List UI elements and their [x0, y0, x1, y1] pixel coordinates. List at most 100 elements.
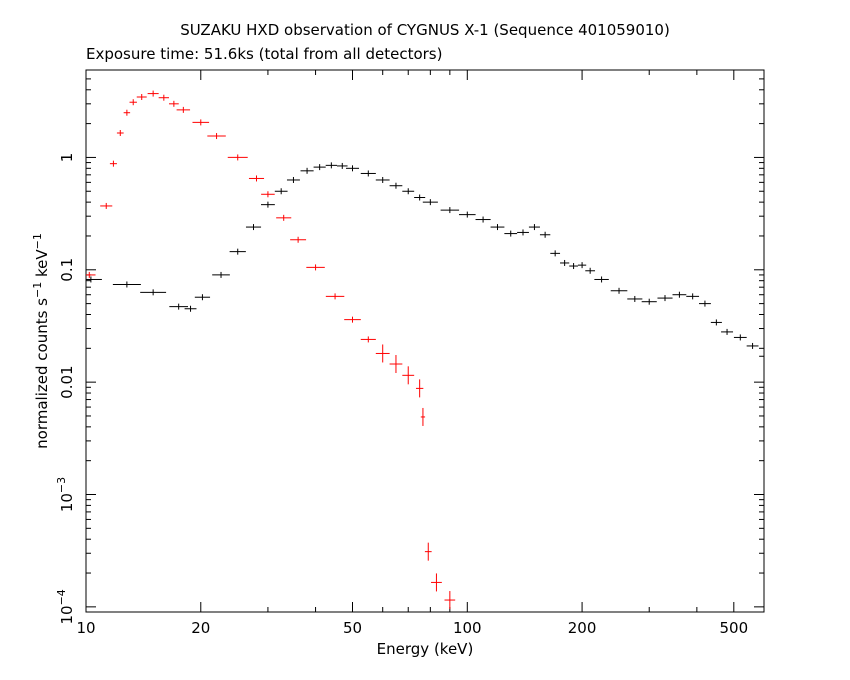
- data-point: [402, 366, 415, 385]
- x-tick-label: 200: [568, 619, 597, 637]
- y-tick-label: 10−4: [55, 589, 76, 624]
- data-point: [325, 293, 345, 300]
- tick-labels: 10 20 50 100 200 500 10−4 10−3 0.01 0.1 1: [55, 153, 748, 637]
- data-point: [261, 201, 275, 208]
- data-point: [207, 133, 226, 140]
- data-point: [169, 303, 189, 310]
- data-point: [136, 94, 147, 101]
- data-point: [375, 176, 390, 183]
- data-point: [641, 298, 657, 305]
- data-point: [627, 295, 643, 302]
- data-point: [657, 295, 673, 302]
- data-point: [710, 319, 722, 326]
- data-point: [325, 162, 337, 169]
- axis-ticks: [85, 69, 765, 613]
- data-point: [422, 199, 438, 206]
- x-tick-label: 100: [453, 619, 482, 637]
- data-point: [746, 342, 759, 349]
- data-point: [424, 542, 432, 561]
- data-point: [261, 191, 275, 198]
- data-point: [360, 170, 376, 177]
- data-point: [594, 276, 609, 283]
- data-point: [229, 248, 246, 255]
- data-point: [212, 271, 230, 278]
- data-point: [721, 328, 734, 335]
- data-point: [415, 379, 424, 398]
- data-point: [389, 182, 403, 189]
- data-point: [168, 100, 179, 107]
- data-point: [560, 259, 570, 266]
- data-point: [528, 224, 540, 231]
- y-axis-label-exp1: −1: [31, 282, 44, 298]
- data-point: [300, 167, 314, 174]
- data-point: [577, 262, 587, 269]
- y-axis-label-mid: keV: [33, 249, 51, 282]
- data-point: [550, 250, 561, 257]
- x-tick-label: 10: [76, 619, 95, 637]
- x-tick-label: 20: [191, 619, 210, 637]
- data-point: [140, 289, 167, 296]
- y-tick-label: 1: [58, 153, 76, 163]
- series-black: [86, 162, 765, 366]
- data-point: [431, 573, 442, 592]
- y-tick-label: 10−3: [55, 477, 76, 512]
- data-point: [375, 344, 390, 363]
- data-point: [86, 271, 96, 278]
- y-axis-label: normalized counts s−1 keV−1: [31, 233, 51, 449]
- data-point: [274, 188, 288, 195]
- data-point: [389, 355, 403, 374]
- data-point: [313, 164, 326, 171]
- data-point: [414, 194, 426, 201]
- data-point: [569, 263, 578, 270]
- data-point: [759, 347, 765, 366]
- data-point: [444, 591, 456, 610]
- y-tick-label: 0.01: [58, 365, 76, 398]
- data-point: [360, 336, 376, 343]
- data-point: [245, 224, 262, 231]
- data-point: [158, 94, 170, 101]
- data-point: [109, 160, 117, 167]
- data-point: [517, 229, 529, 236]
- y-tick-label: 0.1: [58, 258, 76, 282]
- data-point: [686, 293, 700, 300]
- data-point: [290, 236, 307, 243]
- chart-title: SUZAKU HXD observation of CYGNUS X-1 (Se…: [180, 21, 670, 39]
- data-point: [147, 90, 159, 97]
- y-axis-label-exp2: −1: [31, 233, 44, 249]
- data-point: [192, 119, 210, 126]
- x-axis-label: Energy (keV): [377, 640, 474, 658]
- data-point: [248, 175, 265, 182]
- data-point: [733, 334, 747, 341]
- data-point: [585, 267, 596, 274]
- data-point: [129, 99, 137, 106]
- data-point: [336, 162, 348, 169]
- data-point: [672, 291, 687, 298]
- data-point: [504, 230, 518, 237]
- data-point: [402, 188, 415, 195]
- data-point: [458, 211, 476, 218]
- data-point: [276, 214, 292, 221]
- data-point: [194, 294, 211, 301]
- data-point: [420, 407, 426, 426]
- data-point: [475, 216, 491, 223]
- data-point: [346, 165, 360, 172]
- data-point: [184, 305, 197, 312]
- data-point: [116, 129, 124, 136]
- data-point: [176, 106, 191, 113]
- data-point: [306, 264, 325, 271]
- data-point: [610, 287, 628, 294]
- data-point: [539, 231, 551, 238]
- data-point: [112, 281, 141, 288]
- data-point: [227, 154, 248, 161]
- data-point: [344, 316, 361, 323]
- y-axis-label-main: normalized counts s: [33, 298, 51, 449]
- data-point: [699, 300, 711, 307]
- data-point: [286, 176, 300, 183]
- data-point: [123, 109, 131, 116]
- data-series: [86, 90, 765, 610]
- series-red: [86, 90, 456, 610]
- data-point: [86, 276, 102, 283]
- data-point: [490, 224, 505, 231]
- x-tick-label: 50: [343, 619, 362, 637]
